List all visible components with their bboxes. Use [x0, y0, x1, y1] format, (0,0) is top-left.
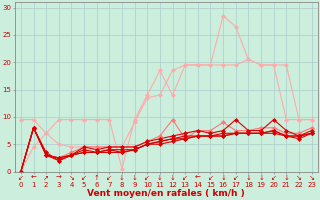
X-axis label: Vent moyen/en rafales ( km/h ): Vent moyen/en rafales ( km/h ): [87, 189, 245, 198]
